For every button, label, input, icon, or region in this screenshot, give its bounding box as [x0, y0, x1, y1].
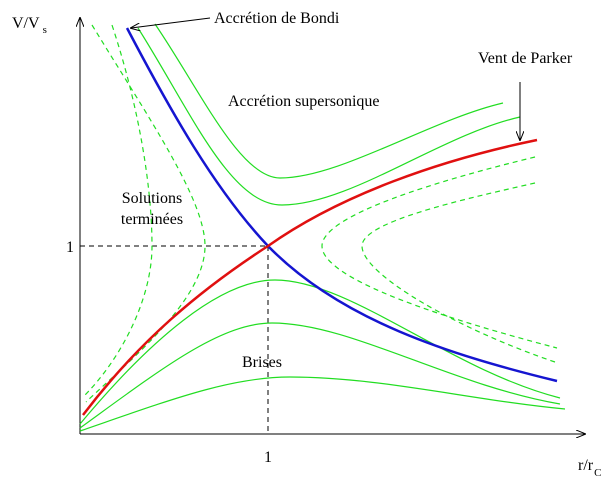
- curve: [154, 23, 504, 179]
- label: terminées: [121, 211, 183, 228]
- curve: [79, 279, 561, 425]
- curve: [137, 27, 521, 206]
- x-label: r/rC: [578, 457, 601, 479]
- label: Accrétion supersonique: [228, 93, 380, 110]
- curve: [361, 182, 556, 363]
- curve: [79, 376, 566, 432]
- label: Brises: [242, 354, 282, 371]
- y-tick-label: 1: [66, 239, 74, 256]
- x-tick-label: 1: [264, 449, 272, 466]
- label: Accrétion de Bondi: [214, 10, 340, 27]
- y-label: V/V s: [12, 15, 47, 36]
- curve: [321, 156, 558, 349]
- curve: [83, 24, 153, 397]
- arrow: [131, 17, 211, 28]
- label: Solutions: [122, 190, 182, 207]
- curve: [79, 322, 561, 429]
- parker-curve: [82, 138, 538, 416]
- label: Vent de Parker: [478, 50, 573, 67]
